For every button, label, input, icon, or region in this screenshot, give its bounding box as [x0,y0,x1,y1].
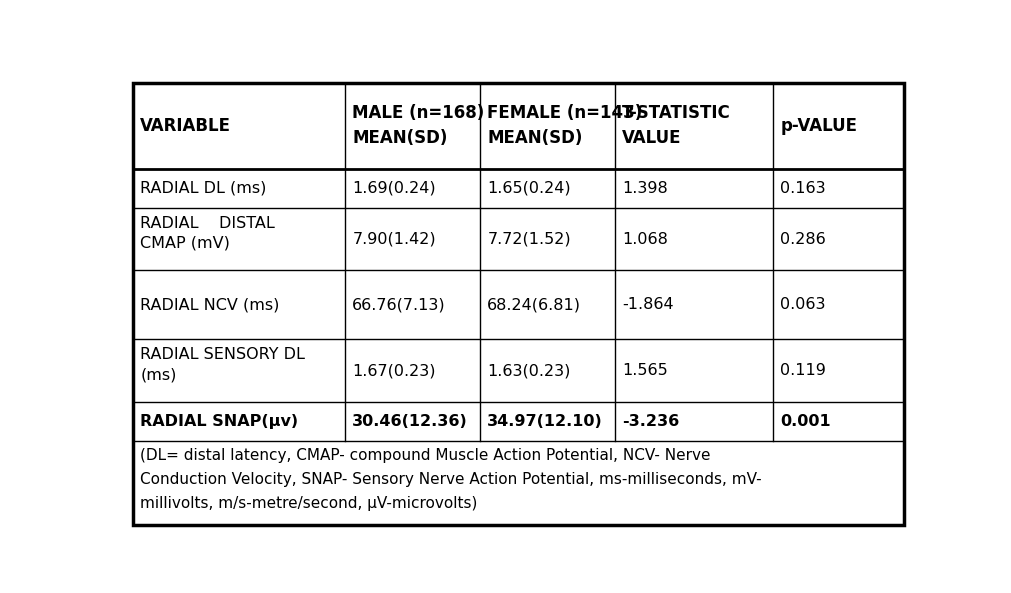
Text: 0.063: 0.063 [780,297,826,313]
Text: 1.63(0.23): 1.63(0.23) [487,363,570,378]
Text: 7.72(1.52): 7.72(1.52) [487,231,571,247]
Text: RADIAL    DISTAL
CMAP (mV): RADIAL DISTAL CMAP (mV) [141,216,275,250]
Text: p-VALUE: p-VALUE [780,117,857,135]
Text: 1.398: 1.398 [622,181,668,196]
Text: 1.65(0.24): 1.65(0.24) [487,181,571,196]
Text: RADIAL NCV (ms): RADIAL NCV (ms) [141,297,280,313]
Text: 1.69(0.24): 1.69(0.24) [353,181,436,196]
Text: MALE (n=168)
MEAN(SD): MALE (n=168) MEAN(SD) [353,104,484,147]
Text: 0.001: 0.001 [780,414,831,429]
Text: -3.236: -3.236 [622,414,679,429]
Text: RADIAL SNAP(μv): RADIAL SNAP(μv) [141,414,298,429]
Text: 68.24(6.81): 68.24(6.81) [487,297,581,313]
Text: Conduction Velocity, SNAP- Sensory Nerve Action Potential, ms-milliseconds, mV-: Conduction Velocity, SNAP- Sensory Nerve… [141,472,762,487]
Text: 1.67(0.23): 1.67(0.23) [353,363,436,378]
Text: 0.119: 0.119 [780,363,826,378]
Text: 0.286: 0.286 [780,231,826,247]
Text: FEMALE (n=143)
MEAN(SD): FEMALE (n=143) MEAN(SD) [487,104,643,147]
Text: 7.90(1.42): 7.90(1.42) [353,231,436,247]
Text: 1.068: 1.068 [622,231,668,247]
Text: RADIAL SENSORY DL
(ms): RADIAL SENSORY DL (ms) [141,347,305,382]
Text: RADIAL DL (ms): RADIAL DL (ms) [141,181,267,196]
Text: 34.97(12.10): 34.97(12.10) [487,414,603,429]
Text: (DL= distal latency, CMAP- compound Muscle Action Potential, NCV- Nerve: (DL= distal latency, CMAP- compound Musc… [141,448,711,463]
Text: -1.864: -1.864 [622,297,674,313]
Text: millivolts, m/s-metre/second, μV-microvolts): millivolts, m/s-metre/second, μV-microvo… [141,496,478,511]
Text: 66.76(7.13): 66.76(7.13) [353,297,446,313]
Text: T-STATISTIC
VALUE: T-STATISTIC VALUE [622,104,731,147]
Text: VARIABLE: VARIABLE [141,117,232,135]
Text: 1.565: 1.565 [622,363,668,378]
Text: 30.46(12.36): 30.46(12.36) [353,414,468,429]
Text: 0.163: 0.163 [780,181,826,196]
